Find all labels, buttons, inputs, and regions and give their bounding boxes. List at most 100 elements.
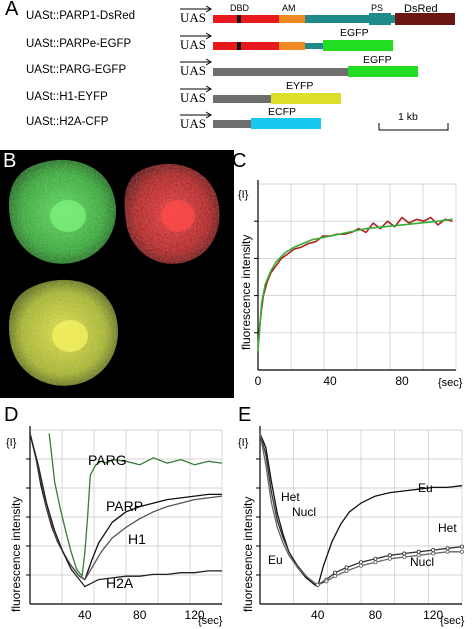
x-tick-label: 120 [423,608,443,622]
panel-letter-c: C [232,150,247,172]
construct-name-h1-eyfp: UASt::H1-EYFP [26,91,108,103]
chart-e-x-unit: {sec} [440,615,465,627]
ecfp-segment [251,118,321,129]
h2a-body-segment [213,120,251,128]
series-line-h2a [29,433,222,588]
construct-name-h2a-cfp: UASt::H2A-CFP [26,116,109,128]
series-point [459,544,464,549]
chart-c-x-unit: {sec} [438,377,463,389]
chart-e-series [259,433,464,588]
x-tick-label: 0 [255,374,262,388]
construct-name-parpe-egfp: UASt::PARPe-EGFP [26,38,132,50]
label-het-left: Het [281,490,300,504]
series-point [324,579,329,584]
series-point [445,546,450,551]
catalytic-segment [305,15,395,23]
eyfp-segment [271,93,341,104]
domain-label-ps: PS [371,3,384,13]
parg-body-segment [213,68,348,76]
uas-label: UAS [180,90,207,105]
chart-d-series [29,433,223,588]
linker-segment [305,43,323,49]
chart-d: 40 80 120 {I} fluorescence intensity {sec}… [6,426,223,627]
dbd-segment [213,42,279,50]
red-nucleolus [161,200,195,232]
zinc-finger-block [237,15,241,23]
series-point [416,549,421,554]
series-point [402,551,407,556]
panel-letter-a: A [5,0,19,20]
series-line-eu [259,433,463,588]
domain-label-am: AM [282,3,296,13]
chart-d-ylabel: fluorescence intensity [9,497,23,612]
tag-label-egfp: EGFP [363,54,392,66]
domain-label-dbd: DBD [230,3,250,13]
uas-label: UAS [180,10,207,25]
chart-c-series [257,216,453,352]
label-h2a: H2A [106,575,134,591]
series-line-parg [48,433,223,577]
x-tick-label: 80 [369,608,383,622]
label-nucl-right: Nucl [410,555,434,569]
label-het-right: Het [438,521,457,535]
chart-e: 40 80 120 {I} fluorescence intensity {sec}… [238,426,465,627]
chart-d-ticks: 40 80 120 [78,608,205,622]
dsred-segment [395,13,455,25]
tag-label-egfp: EGFP [340,27,369,39]
chart-c: 0 40 80 {I} fluorescence intensity {sec} [238,180,463,389]
chart-e-grid [256,426,463,605]
x-tick-label: 80 [133,608,147,622]
series-point [431,548,436,553]
construct-name-parp1-dsred: UASt::PARP1-DsRed [26,10,136,22]
uas-arrows [180,5,212,119]
scale-bar-label: 1 kb [398,111,418,123]
series-point [387,556,392,561]
series-point [359,563,364,568]
chart-c-y-unit: {I} [238,189,249,201]
panel-letter-b: B [3,150,17,172]
label-h1: H1 [128,531,146,547]
zinc-finger-block [237,42,241,50]
egfp-segment [348,66,418,77]
series-point [359,560,364,565]
am-segment [279,42,305,50]
series-point [373,560,378,565]
series-point [344,565,349,570]
chart-c-ylabel: fluorescence intensity [239,235,253,350]
chart-e-ylabel: fluorescence intensity [241,497,255,612]
scale-bar [378,123,449,131]
label-eu-left: Eu [268,553,283,567]
uas-label: UAS [180,116,207,131]
series-point [459,549,464,554]
tag-label-eyfp: EYFP [286,80,314,92]
chart-d-y-unit: {I} [6,437,17,449]
x-tick-label: 120 [185,608,205,622]
series-point [344,568,349,573]
egfp-segment [323,40,393,51]
chart-c-ticks: 0 40 80 [255,374,409,388]
merged-nucleolus [52,320,88,352]
series-point [315,582,320,587]
series-point [416,553,421,558]
tag-label-dsred: DsRed [404,3,438,15]
series-point [333,570,338,575]
series-point [431,551,436,556]
chart-c-grid [254,180,457,371]
x-tick-label: 40 [311,608,325,622]
uas-label: UAS [180,37,207,52]
x-tick-label: 40 [323,374,337,388]
label-nucl-left: Nucl [292,505,316,519]
label-parp: PARP [106,498,143,514]
dbd-segment [213,15,279,23]
uas-label: UAS [180,63,207,78]
h1-body-segment [213,95,271,103]
construct-name-parg-egfp: UASt::PARG-EGFP [26,64,127,76]
series-line-h1 [29,433,223,581]
label-parg: PARG [88,452,127,468]
chart-e-y-unit: {I} [238,437,249,449]
label-eu-top: Eu [418,481,433,495]
chart-d-x-unit: {sec} [198,615,223,627]
nucleus-micrographs [8,159,220,386]
x-tick-label: 40 [78,608,92,622]
chart-e-ticks: 40 80 120 [311,608,443,622]
